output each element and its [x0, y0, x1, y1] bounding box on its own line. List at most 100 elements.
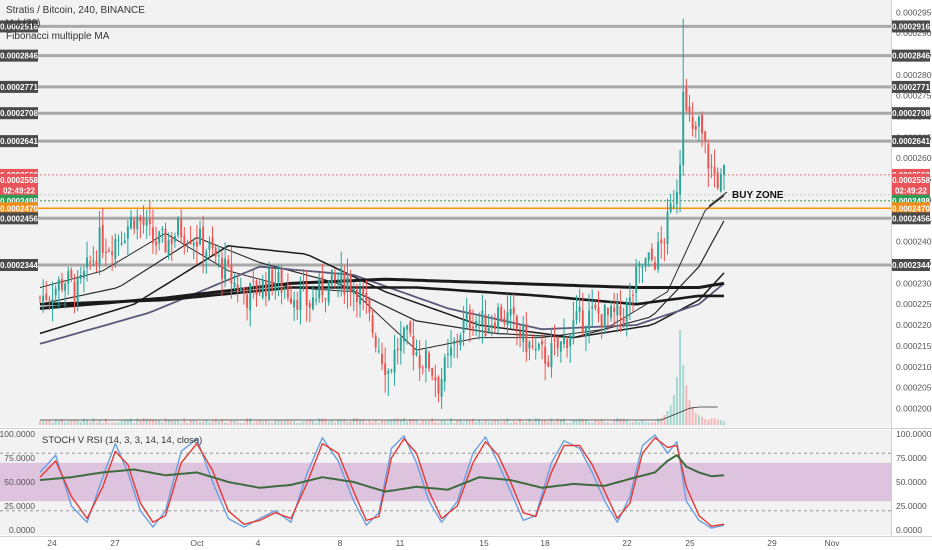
volume-bar [597, 421, 600, 425]
volume-bar [525, 422, 528, 425]
candle-body [704, 131, 707, 142]
candle-body [98, 227, 101, 265]
buy-zone-annotation: BUY ZONE [732, 190, 784, 201]
candle-body [214, 247, 217, 257]
candle-body [252, 280, 255, 282]
volume-bar [575, 420, 578, 425]
volume-bar [142, 418, 145, 425]
candle-body [86, 257, 89, 268]
candle-body [261, 279, 264, 298]
candle-body [346, 276, 349, 293]
candle-body [694, 125, 697, 130]
volume-bar [151, 419, 154, 425]
candle-body [666, 211, 669, 245]
volume-bar [534, 418, 537, 425]
volume-bar [682, 365, 685, 425]
candle-body [384, 363, 387, 375]
volume-bar [424, 421, 427, 425]
volume-bar [481, 422, 484, 425]
candle-body [613, 307, 616, 313]
volume-bar [650, 422, 653, 425]
volume-bar [82, 418, 85, 425]
volume-bar [537, 418, 540, 425]
candle-body [192, 242, 195, 246]
volume-bar [258, 419, 261, 425]
volume-bar [421, 420, 424, 425]
rsi-band [0, 462, 891, 502]
price-tag-right-label: 0.0002771 [892, 83, 930, 92]
candle-body [161, 228, 164, 231]
candle-body [170, 237, 173, 245]
volume-bar [453, 422, 456, 425]
candle-body [406, 325, 409, 330]
moving-average-line [39, 286, 724, 306]
time-axis-tick: 18 [540, 538, 550, 548]
price-tag-right-label: 0.0002456 [892, 214, 930, 223]
stoch-indicator-label[interactable]: STOCH V RSI (14, 3, 3, 14, 14, close) [42, 435, 202, 446]
volume-bar [547, 421, 550, 425]
ma-indicator-label[interactable]: Fibonacci multipple MA [6, 31, 110, 42]
volume-bar [249, 418, 252, 425]
price-tag-right-label: 0.0002846 [892, 52, 930, 61]
price-tag-right [892, 212, 930, 225]
candle-body [638, 263, 641, 267]
price-tag-right-label: 0.0002708 [892, 109, 930, 118]
candle-body [343, 271, 346, 295]
volume-bar [271, 422, 274, 425]
candle-body [264, 281, 267, 297]
price-tag-right [892, 202, 930, 215]
candle-body [296, 300, 299, 310]
volume-bar [290, 421, 292, 425]
candle-body [108, 250, 110, 252]
volume-bar [487, 421, 490, 425]
volume-bar [340, 419, 343, 425]
candle-body [82, 271, 85, 279]
candle-body [45, 293, 48, 301]
stoch-axis-tick-left: 0.0000 [9, 525, 35, 535]
volume-bar [48, 420, 51, 425]
volume-bar [189, 420, 192, 425]
volume-bar [409, 419, 412, 425]
candle-body [563, 336, 565, 344]
volume-bar [227, 422, 230, 425]
volume-bar [412, 418, 415, 425]
candle-body [493, 322, 496, 329]
price-tag-right-label: 0.0002641 [892, 137, 930, 146]
candle-body [293, 300, 296, 308]
volume-bar [337, 419, 340, 425]
candle-body [89, 261, 92, 264]
volume-bar [641, 420, 644, 425]
volume-bar [296, 422, 299, 425]
volume-indicator-label[interactable]: Vol (20) [6, 18, 40, 29]
candle-body [512, 307, 515, 314]
volume-bar [261, 421, 264, 425]
price-tag-left-label: 0.0002456 [0, 214, 38, 223]
volume-bar [45, 420, 48, 425]
time-axis-tick: Oct [190, 538, 204, 548]
candle-body [48, 298, 51, 300]
symbol-title[interactable]: Stratis / Bitcoin, 240, BINANCE [6, 5, 145, 16]
volume-bar [672, 395, 675, 425]
stoch-axis-group: 100.0000 100.0000 75.0000 75.0000 50.0000 50.… [0, 429, 932, 535]
candle-body [456, 340, 459, 343]
volume-bar [723, 421, 725, 425]
candle-body [688, 106, 691, 113]
volume-bar [468, 420, 471, 425]
candle-body [355, 289, 358, 303]
time-axis-tick: 25 [685, 538, 695, 548]
volume-bar [192, 420, 195, 425]
candle-body [104, 251, 107, 254]
candle-body [622, 317, 625, 323]
volume-bar [402, 418, 405, 425]
volume-bar [710, 418, 713, 425]
candle-body [381, 353, 383, 365]
volume-bar [660, 418, 663, 425]
volume-bar [493, 420, 496, 425]
price-tag-left [0, 202, 38, 215]
volume-bar [500, 421, 503, 425]
candle-body [274, 283, 277, 292]
volume-bar [79, 421, 82, 425]
